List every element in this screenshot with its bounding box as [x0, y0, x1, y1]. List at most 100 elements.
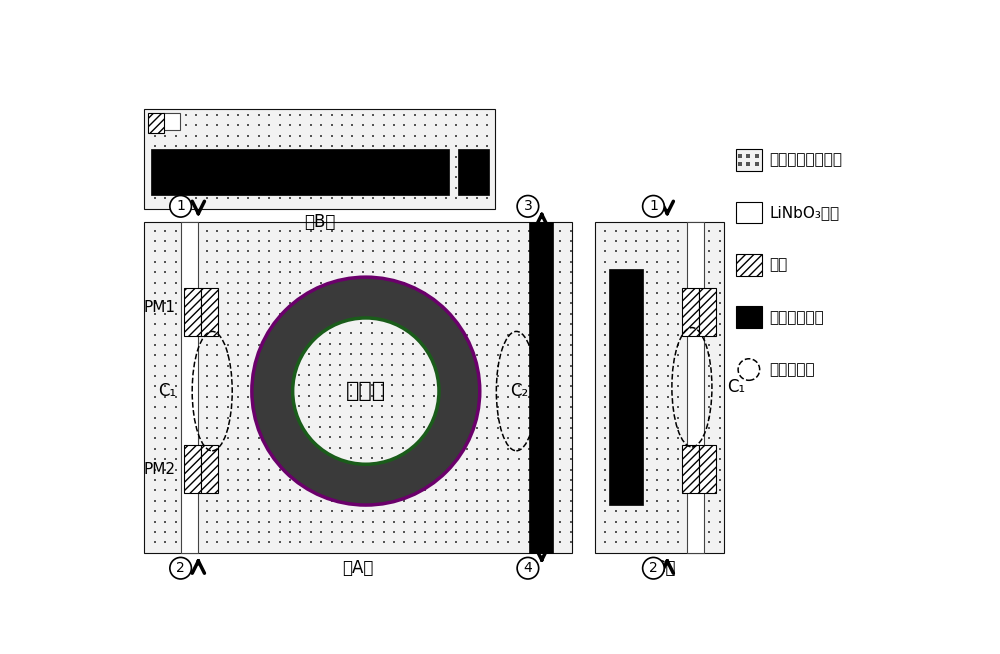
Point: [417, 485, 433, 496]
Point: [343, 339, 359, 349]
Point: [618, 350, 634, 360]
Point: [178, 131, 194, 141]
Point: [220, 298, 236, 309]
Text: 谐振腔: 谐振腔: [346, 381, 386, 401]
Point: [552, 350, 568, 360]
Point: [438, 475, 454, 485]
Point: [396, 226, 412, 236]
Point: [334, 423, 350, 434]
Point: [649, 267, 665, 277]
Point: [490, 277, 506, 288]
Point: [479, 226, 495, 236]
Point: [365, 162, 381, 172]
Point: [552, 298, 568, 309]
Point: [500, 506, 516, 517]
Point: [521, 360, 537, 371]
Point: [199, 485, 215, 496]
Point: [303, 141, 319, 152]
Point: [376, 475, 392, 485]
Point: [282, 506, 298, 517]
Point: [618, 235, 634, 246]
Point: [344, 141, 360, 152]
Point: [282, 443, 298, 454]
Point: [396, 537, 412, 547]
Point: [417, 526, 433, 537]
Point: [364, 390, 380, 401]
Point: [147, 298, 163, 309]
Point: [618, 381, 634, 392]
Point: [261, 464, 277, 475]
Point: [355, 131, 371, 141]
Point: [209, 475, 225, 485]
Point: [396, 152, 412, 162]
Point: [469, 172, 485, 182]
Point: [712, 485, 728, 496]
Point: [416, 422, 432, 432]
Point: [312, 339, 328, 349]
Point: [701, 537, 717, 547]
Point: [691, 517, 707, 527]
Point: [343, 401, 359, 411]
Point: [396, 319, 412, 330]
Point: [147, 131, 163, 141]
Point: [157, 193, 173, 203]
Point: [428, 485, 444, 496]
Point: [199, 464, 215, 475]
Point: [563, 329, 579, 339]
Point: [618, 246, 634, 256]
Point: [438, 141, 454, 152]
Point: [490, 464, 506, 475]
Point: [639, 288, 655, 298]
Point: [220, 172, 236, 182]
Point: [459, 141, 475, 152]
Point: [344, 267, 360, 277]
Point: [712, 392, 728, 402]
Point: [147, 339, 163, 350]
Point: [608, 496, 624, 506]
Point: [220, 413, 236, 423]
Bar: [736, 149, 762, 171]
Point: [395, 390, 411, 401]
Point: [334, 402, 350, 413]
Point: [597, 309, 613, 319]
Point: [563, 360, 579, 371]
Point: [313, 235, 329, 246]
Point: [355, 496, 371, 506]
Point: [178, 267, 194, 277]
Point: [209, 120, 225, 131]
Point: [209, 464, 225, 475]
Point: [272, 309, 288, 319]
Point: [542, 226, 558, 236]
Point: [272, 193, 288, 203]
Point: [324, 182, 340, 193]
Point: [147, 413, 163, 423]
Point: [168, 226, 184, 236]
Point: [438, 413, 454, 423]
Point: [334, 309, 350, 319]
Point: [417, 517, 433, 527]
Point: [660, 277, 676, 288]
Point: [384, 411, 400, 422]
Point: [386, 485, 402, 496]
Point: [531, 298, 547, 309]
Point: [521, 392, 537, 402]
Point: [428, 182, 444, 193]
Point: [313, 226, 329, 236]
Point: [531, 506, 547, 517]
Point: [168, 235, 184, 246]
Point: [417, 381, 433, 392]
Point: [324, 288, 340, 298]
Point: [386, 381, 402, 392]
Point: [542, 423, 558, 434]
Point: [428, 413, 444, 423]
Point: [428, 226, 444, 236]
Point: [344, 537, 360, 547]
Point: [448, 226, 464, 236]
Point: [479, 256, 495, 267]
Point: [563, 464, 579, 475]
Point: [376, 110, 392, 120]
Point: [282, 339, 298, 350]
Point: [511, 256, 527, 267]
Point: [147, 309, 163, 319]
Point: [168, 475, 184, 485]
